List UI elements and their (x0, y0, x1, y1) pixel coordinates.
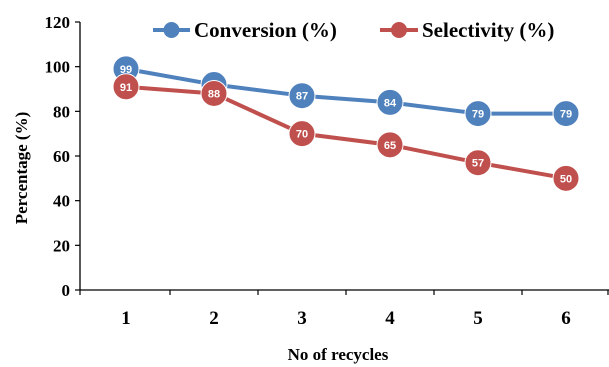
series-layer: 999287847979918870655750 (112, 55, 580, 192)
series-2: 91 88 70 65 57 50 (112, 73, 580, 192)
data-point (112, 73, 140, 101)
x-tick-label: 2 (209, 308, 219, 329)
y-axis-title: Percentage (%) (12, 112, 31, 225)
y-tick-label: 40 (53, 192, 70, 211)
data-label: 79 (560, 109, 572, 121)
data-label: 99 (120, 64, 132, 76)
data-point (200, 79, 228, 107)
data-label: 84 (384, 97, 397, 109)
data-point (464, 100, 492, 128)
data-point (464, 149, 492, 177)
x-tick-label: 5 (473, 308, 483, 329)
y-tick-label: 80 (53, 102, 70, 121)
x-tick-label: 1 (121, 308, 131, 329)
legend-label: Selectivity (%) (422, 18, 554, 42)
axes: 0 20 40 60 80 100 120 1 2 3 4 5 6 (45, 13, 609, 329)
series-line (125, 66, 566, 116)
legend-marker (163, 22, 180, 38)
y-tick-label: 20 (53, 236, 70, 255)
data-label: 70 (296, 129, 308, 141)
data-label: 91 (120, 82, 132, 94)
data-label: 88 (208, 88, 220, 100)
y-tick-label: 60 (53, 147, 70, 166)
x-tick-label: 6 (561, 308, 571, 329)
x-tick-label: 3 (297, 308, 307, 329)
data-label: 65 (384, 140, 396, 152)
data-label: 57 (472, 158, 484, 170)
legend: Conversion (%) Selectivity (%) (153, 18, 554, 42)
x-tick-label: 4 (385, 308, 395, 329)
x-axis-title: No of recycles (288, 345, 389, 364)
series-line (125, 84, 567, 181)
data-point (288, 82, 316, 110)
y-tick-label: 100 (45, 58, 71, 77)
data-point (552, 164, 580, 192)
data-label: 79 (472, 109, 484, 121)
data-label: 87 (296, 91, 308, 103)
data-label: 50 (560, 173, 572, 185)
data-point (288, 120, 316, 148)
data-point (376, 88, 404, 116)
legend-item-1: Conversion (%) (153, 18, 337, 42)
data-point (376, 131, 404, 159)
y-tick-label: 120 (45, 13, 71, 32)
legend-marker (391, 22, 407, 38)
legend-label: Conversion (%) (194, 18, 337, 42)
y-tick-label: 0 (62, 281, 71, 300)
legend-item-2: Selectivity (%) (380, 18, 554, 42)
data-point (552, 100, 580, 128)
